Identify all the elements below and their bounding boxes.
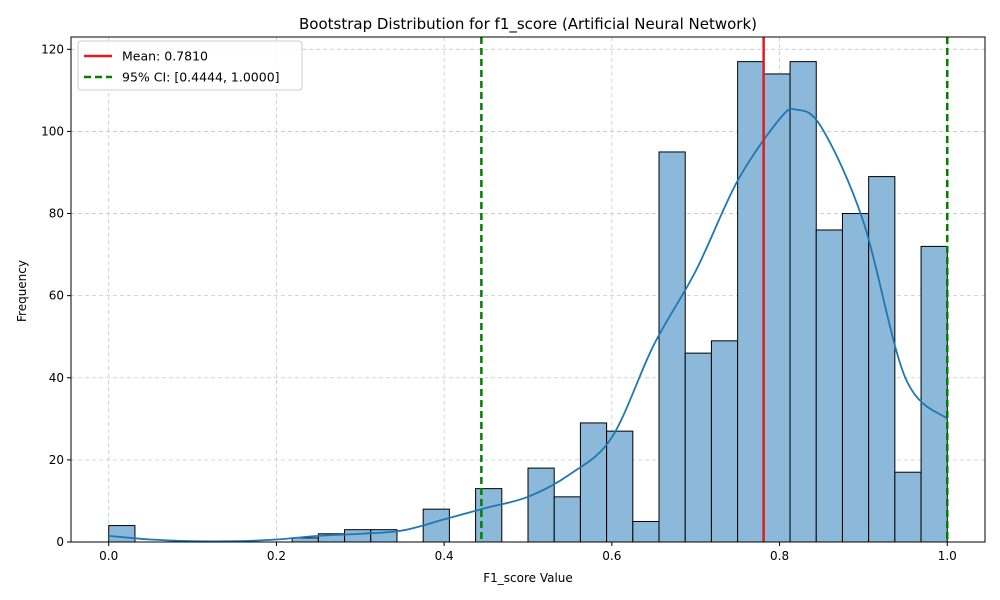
histogram-bar bbox=[108, 525, 136, 543]
histogram-bar bbox=[684, 352, 712, 543]
histogram-bar bbox=[344, 529, 372, 543]
x-tick-label: 0.0 bbox=[99, 549, 118, 563]
x-axis-label: F1_score Value bbox=[483, 571, 573, 585]
y-axis-label: Frequency bbox=[15, 260, 29, 322]
chart-title: Bootstrap Distribution for f1_score (Art… bbox=[299, 15, 757, 34]
histogram-bar bbox=[632, 520, 660, 543]
histogram-bar bbox=[422, 508, 450, 543]
x-tick-label: 0.4 bbox=[435, 549, 454, 563]
y-tick-label: 0 bbox=[56, 535, 64, 549]
y-tick-label: 40 bbox=[49, 371, 64, 385]
x-tick-label: 0.2 bbox=[267, 549, 286, 563]
histogram-bar bbox=[920, 245, 948, 543]
histogram-bar bbox=[868, 176, 896, 543]
histogram-bar bbox=[789, 61, 817, 543]
histogram-bar bbox=[553, 496, 581, 543]
histogram-bar bbox=[579, 422, 608, 543]
x-tick-label: 0.8 bbox=[770, 549, 789, 563]
histogram-bars bbox=[108, 61, 948, 543]
x-tick-label: 0.6 bbox=[602, 549, 621, 563]
histogram-bar bbox=[527, 467, 555, 543]
histogram-bar bbox=[606, 430, 634, 543]
plot-frame bbox=[70, 36, 986, 543]
histogram-bar bbox=[894, 471, 922, 543]
reference-lines bbox=[480, 37, 949, 542]
histogram-bar bbox=[658, 151, 686, 543]
histogram-bar bbox=[737, 61, 765, 543]
y-tick-label: 100 bbox=[41, 124, 64, 138]
legend-box bbox=[77, 40, 303, 91]
y-axis-ticks: 0 20 40 60 80 100 120 bbox=[41, 42, 71, 549]
histogram-bar bbox=[475, 488, 503, 543]
histogram-bar bbox=[815, 229, 843, 543]
legend-label: Mean: 0.7810 bbox=[122, 49, 208, 64]
y-tick-label: 120 bbox=[41, 42, 64, 56]
y-tick-label: 80 bbox=[49, 207, 64, 221]
legend: Mean: 0.7810 95% CI: [0.4444, 1.0000] bbox=[77, 40, 303, 91]
legend-label: 95% CI: [0.4444, 1.0000] bbox=[122, 70, 280, 85]
histogram-bar bbox=[763, 73, 791, 543]
x-axis-ticks: 0.0 0.2 0.4 0.6 0.8 1.0 bbox=[99, 542, 957, 563]
y-tick-label: 60 bbox=[49, 289, 64, 303]
histogram-bar bbox=[710, 340, 739, 543]
x-tick-label: 1.0 bbox=[938, 549, 957, 563]
y-tick-label: 20 bbox=[49, 453, 64, 467]
kde-curve bbox=[108, 108, 948, 543]
histogram-bar bbox=[841, 213, 870, 543]
